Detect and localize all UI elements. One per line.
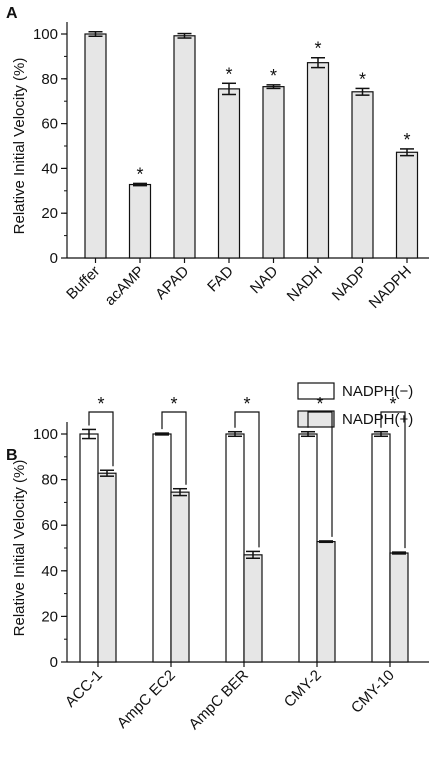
y-tick-label: 60 bbox=[41, 517, 58, 534]
bar bbox=[217, 88, 241, 259]
y-tick-label: 0 bbox=[50, 250, 58, 267]
panel-letter: B bbox=[6, 447, 18, 464]
bar bbox=[152, 433, 172, 663]
y-axis-label: Relative Initial Velocity (%) bbox=[11, 58, 28, 235]
y-tick-label: 60 bbox=[41, 116, 58, 133]
x-tick-label: Buffer bbox=[63, 263, 103, 303]
significance-marker: * bbox=[316, 394, 323, 414]
bar bbox=[351, 91, 374, 259]
legend-label: NADPH(−) bbox=[342, 383, 413, 400]
significance-marker: * bbox=[243, 394, 250, 414]
bar bbox=[306, 62, 330, 259]
x-tick-label: FAD bbox=[204, 263, 237, 296]
legend-swatch bbox=[297, 410, 335, 428]
bar bbox=[225, 433, 245, 663]
x-tick-label: acAMP bbox=[102, 263, 148, 309]
bar bbox=[389, 552, 409, 663]
y-tick-label: 100 bbox=[33, 26, 58, 43]
y-tick-label: 0 bbox=[50, 654, 58, 671]
x-tick-label: APAD bbox=[152, 263, 192, 303]
x-tick-label: AmpC BER bbox=[186, 667, 252, 733]
y-tick-label: 40 bbox=[41, 160, 58, 177]
x-tick-label: AmpC EC2 bbox=[114, 667, 179, 732]
bar bbox=[97, 472, 117, 663]
significance-marker: * bbox=[225, 64, 232, 84]
x-tick-label: CMY-2 bbox=[281, 667, 325, 711]
significance-bracket bbox=[380, 411, 406, 549]
bar bbox=[298, 433, 318, 663]
x-tick-label: NADPH bbox=[366, 263, 415, 312]
x-tick-label: NAD bbox=[247, 263, 282, 298]
bar bbox=[316, 541, 336, 663]
significance-marker: * bbox=[170, 394, 177, 414]
x-tick-label: ACC-1 bbox=[62, 667, 106, 711]
legend-swatch bbox=[297, 382, 335, 400]
significance-marker: * bbox=[314, 39, 321, 59]
significance-marker: * bbox=[389, 394, 396, 414]
significance-bracket bbox=[161, 411, 187, 485]
bar bbox=[262, 86, 285, 259]
bar bbox=[79, 433, 99, 663]
y-tick-label: 100 bbox=[33, 426, 58, 443]
significance-marker: * bbox=[97, 394, 104, 414]
y-tick-label: 80 bbox=[41, 472, 58, 489]
panel-letter: A bbox=[6, 5, 18, 22]
bar bbox=[243, 554, 263, 663]
bar bbox=[84, 33, 107, 259]
y-tick-label: 80 bbox=[41, 71, 58, 88]
x-tick-label: CMY-10 bbox=[348, 667, 398, 717]
x-tick-label: NADP bbox=[329, 263, 370, 304]
significance-marker: * bbox=[403, 130, 410, 150]
bar bbox=[170, 491, 190, 663]
bar bbox=[395, 151, 419, 259]
bar bbox=[371, 433, 391, 663]
significance-marker: * bbox=[136, 164, 143, 184]
significance-bracket bbox=[88, 411, 114, 467]
y-tick-label: 20 bbox=[41, 608, 58, 625]
y-tick-label: 40 bbox=[41, 563, 58, 580]
significance-marker: * bbox=[270, 66, 277, 86]
bar bbox=[173, 35, 196, 259]
x-tick-label: NADH bbox=[284, 263, 326, 305]
significance-bracket bbox=[307, 411, 333, 537]
panel-b: B 0 20 40 60 80 100 Relative Initial Velocity (… bbox=[6, 382, 429, 733]
significance-bracket bbox=[234, 411, 260, 548]
y-axis-label: Relative Initial Velocity (%) bbox=[11, 460, 28, 637]
bar bbox=[128, 183, 152, 259]
panel-a: A 0 20 40 60 80 100 Relative Initial Velocity (… bbox=[6, 5, 429, 312]
legend: NADPH(−) NADPH(+) bbox=[297, 382, 413, 428]
y-tick-label: 20 bbox=[41, 205, 58, 222]
legend-label: NADPH(+) bbox=[342, 411, 413, 428]
significance-marker: * bbox=[359, 69, 366, 89]
